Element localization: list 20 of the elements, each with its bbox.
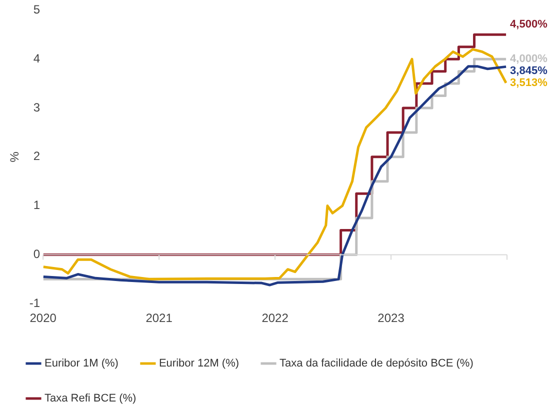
y-tick-label: 1 (33, 198, 40, 212)
legend-label: Taxa da facilidade de depósito BCE (%) (280, 358, 474, 370)
annotation: 3,845% (510, 65, 548, 78)
x-tick-label: 2023 (378, 311, 405, 326)
y-tick-label: 3 (33, 100, 40, 114)
legend-label: Euribor 1M (%) (44, 358, 118, 370)
y-tick-label: 2 (33, 149, 40, 164)
legend-label: Euribor 12M (%) (158, 358, 240, 370)
annotation: 4,000% (510, 53, 548, 66)
y-axis-title: % (8, 151, 22, 162)
legend-label: Taxa Refi BCE (%) (44, 392, 136, 405)
y-tick-label: 5 (33, 2, 40, 17)
y-tick-label: 0 (33, 247, 40, 262)
annotation: 3,513% (510, 77, 548, 90)
x-tick-label: 2021 (146, 311, 173, 326)
y-tick-label: 4 (33, 51, 40, 66)
x-tick-label: 2020 (30, 311, 57, 326)
x-tick-label: 2022 (262, 311, 289, 326)
y-tick-label: -1 (29, 296, 40, 310)
annotation: 4,500% (510, 18, 548, 31)
